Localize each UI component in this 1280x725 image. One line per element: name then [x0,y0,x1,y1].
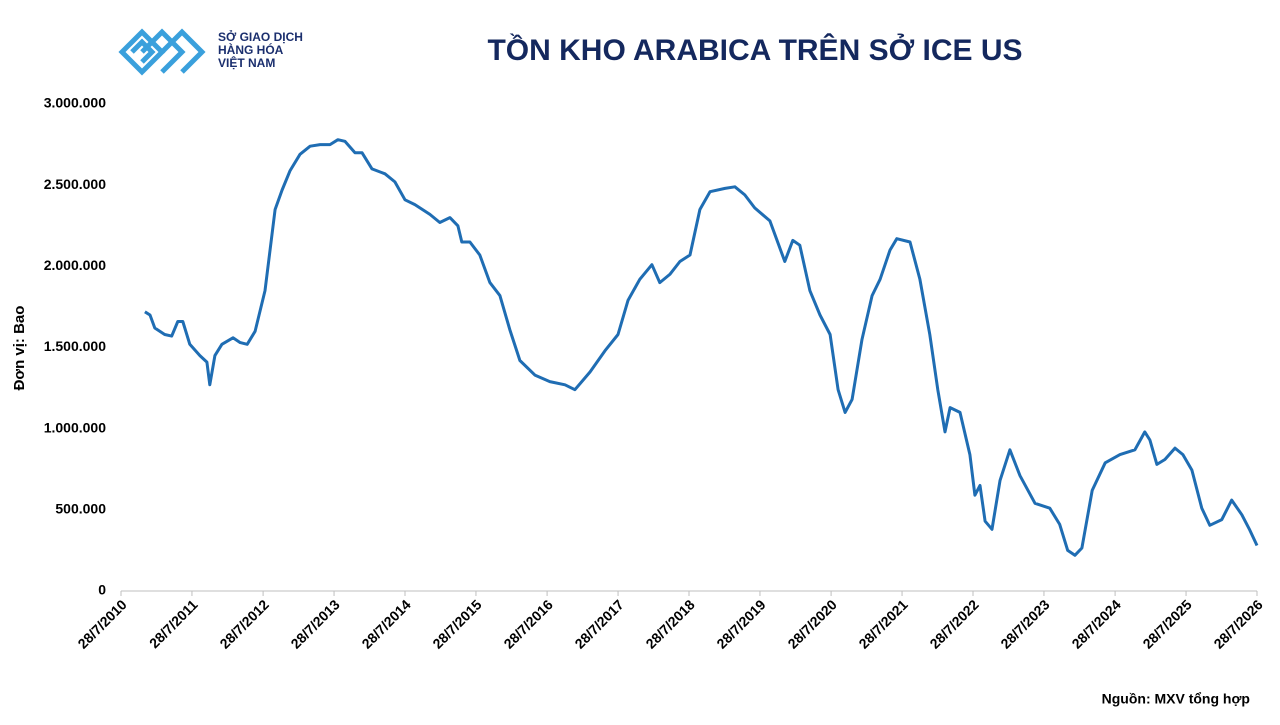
y-axis-label: Đơn vị: Bao [11,306,28,391]
logo: SỞ GIAO DỊCH HÀNG HÓA VIỆT NAM [118,28,303,76]
logo-mark [118,28,206,76]
logo-text: SỞ GIAO DỊCH [218,29,303,44]
x-tick-label: 28/7/2010 [74,596,130,652]
y-tick-label: 3.000.000 [44,95,106,111]
y-tick-label: 0 [98,582,106,598]
x-tick-label: 28/7/2025 [1139,596,1195,652]
data-line [144,138,1259,557]
x-tick-label: 28/7/2021 [855,596,911,652]
chart-title: TỒN KHO ARABICA TRÊN SỞ ICE US [487,33,1022,67]
x-tick-label: 28/7/2020 [784,596,840,652]
y-tick-label: 1.500.000 [44,338,106,354]
x-tick-label: 28/7/2013 [287,596,343,652]
y-tick-label: 1.000.000 [44,419,106,435]
source-note: Nguồn: MXV tổng hợp [1102,691,1250,707]
y-tick-label: 2.000.000 [44,257,106,273]
logo-text: VIỆT NAM [218,55,275,70]
y-tick-label: 500.000 [55,501,106,517]
x-tick-label: 28/7/2022 [926,596,982,652]
y-tick-label: 2.500.000 [44,176,106,192]
x-tick-label: 28/7/2012 [216,596,272,652]
x-tick-label: 28/7/2016 [500,596,556,652]
x-tick-label: 28/7/2019 [713,596,769,652]
x-tick-label: 28/7/2018 [642,596,698,652]
x-tick-label: 28/7/2011 [146,596,201,651]
x-tick-label: 28/7/2017 [571,596,627,652]
logo-text: HÀNG HÓA [218,42,284,57]
x-tick-label: 28/7/2026 [1210,596,1266,652]
x-tick-label: 28/7/2023 [997,596,1053,652]
x-tick-label: 28/7/2015 [429,596,485,652]
x-tick-label: 28/7/2024 [1068,596,1124,652]
x-tick-label: 28/7/2014 [358,596,414,652]
